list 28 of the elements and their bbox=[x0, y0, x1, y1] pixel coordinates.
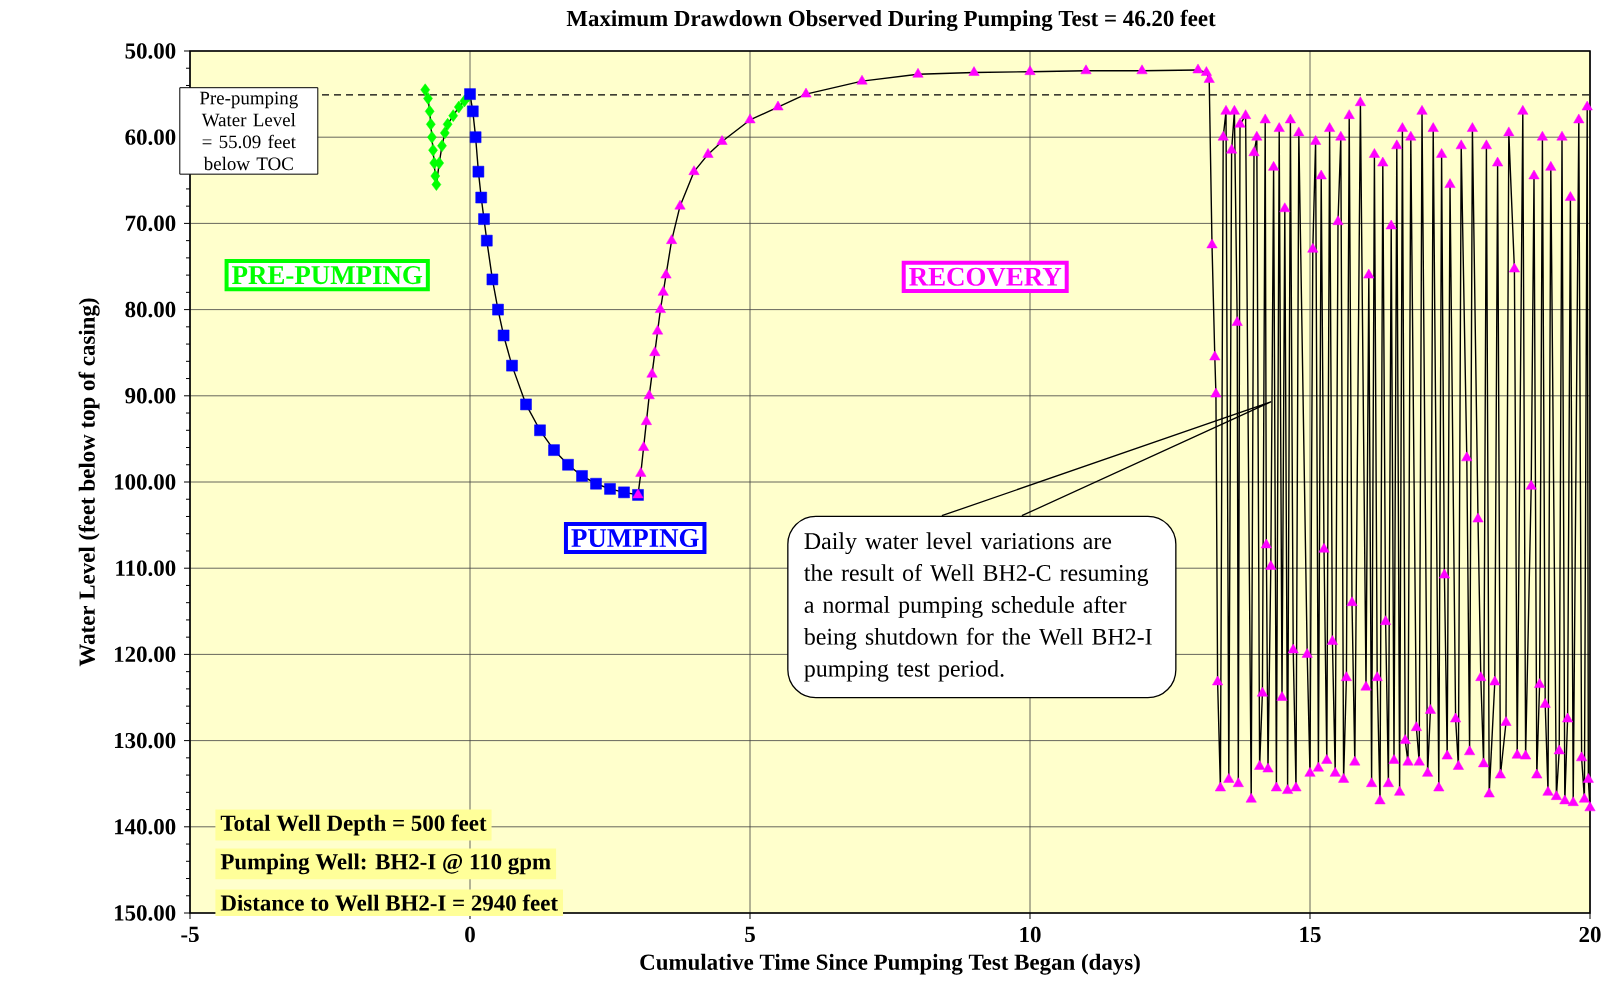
annotation: RECOVERY bbox=[909, 267, 1062, 286]
chart-title: Maximum Drawdown Observed During Pumping Test = 46.20 feet bbox=[566, 9, 1216, 32]
y-tick-label: 120.00 bbox=[114, 646, 176, 663]
y-tick-label: 70.00 bbox=[125, 215, 176, 232]
annotation: Daily water level variations are the result of Well BH2-C resuming a normal pumping schedule after being shutdown for the Well BH2-I pumping test period. bbox=[803, 532, 1152, 682]
ref-line-label: Pre-pumping Water Level = 55.09 feet below TOC bbox=[199, 91, 298, 171]
x-axis-title: Cumulative Time Since Pumping Test Began (days) bbox=[640, 953, 1140, 975]
x-tick-label: 5 bbox=[745, 926, 755, 943]
y-axis-title: Water Level (feet below top of casing) bbox=[78, 298, 100, 667]
annotation: PRE-PUMPING bbox=[232, 266, 423, 285]
x-tick-label: 20 bbox=[1579, 926, 1601, 943]
y-tick-label: 60.00 bbox=[125, 129, 176, 145]
x-tick-label: -5 bbox=[181, 926, 199, 943]
x-tick-label: 10 bbox=[1020, 926, 1041, 943]
y-tick-label: 80.00 bbox=[125, 301, 176, 318]
y-tick-label: 140.00 bbox=[114, 819, 176, 835]
y-tick-label: 50.00 bbox=[125, 43, 176, 59]
x-tick-label: 15 bbox=[1300, 926, 1321, 943]
y-tick-label: 130.00 bbox=[114, 732, 176, 749]
annotation: Total Well Depth = 500 feet bbox=[220, 814, 487, 836]
annotation: Distance to Well BH2-I = 2940 feet bbox=[220, 894, 558, 911]
y-tick-label: 150.00 bbox=[114, 905, 176, 921]
y-tick-label: 100.00 bbox=[114, 474, 176, 490]
y-tick-label: 110.00 bbox=[116, 560, 176, 576]
annotation: PUMPING bbox=[571, 528, 699, 548]
annotation: Pumping Well: BH2-I @ 110 gpm bbox=[220, 853, 551, 875]
x-tick-label: 0 bbox=[465, 926, 475, 943]
y-tick-label: 90.00 bbox=[125, 388, 176, 404]
